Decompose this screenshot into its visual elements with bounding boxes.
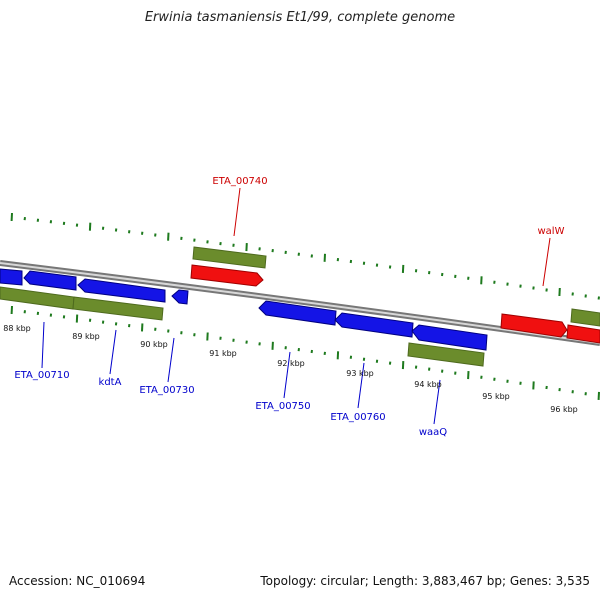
gene-label[interactable]: walW [538, 226, 565, 237]
cds-feature[interactable] [0, 286, 75, 310]
leader-line [433, 379, 441, 425]
gene-walw[interactable] [500, 313, 568, 338]
gene-label[interactable]: waaQ [419, 427, 447, 438]
gene-eta-00740[interactable] [190, 264, 264, 287]
scale-tick-label: 94 kbp [414, 380, 442, 389]
gene-eta-00730[interactable] [171, 289, 189, 305]
scale-tick-label: 95 kbp [482, 392, 510, 401]
leader-line [357, 362, 365, 409]
gene-label[interactable]: ETA_00760 [330, 412, 385, 423]
scale-tick-label: 91 kbp [209, 349, 237, 358]
leader-line [41, 321, 45, 369]
leader-line [233, 187, 241, 237]
gene-label[interactable]: ETA_00730 [139, 385, 194, 396]
scale-tick-label: 90 kbp [140, 340, 168, 349]
cds-feature[interactable] [570, 308, 600, 327]
inner-tick-track [10, 305, 600, 400]
gene-eta-00750[interactable] [258, 300, 337, 326]
gene-waaq[interactable] [411, 324, 488, 351]
outer-tick-track [10, 212, 600, 300]
gene-label[interactable]: ETA_00750 [255, 401, 310, 412]
cds-feature[interactable] [192, 246, 267, 269]
gene-label[interactable]: ETA_00710 [14, 370, 69, 381]
gene-eta-00710[interactable] [23, 270, 77, 291]
gene-forward-right[interactable] [566, 324, 600, 344]
genome-backbone [0, 260, 600, 346]
cds-feature[interactable] [407, 342, 485, 367]
genome-summary-text: Topology: circular; Length: 3,883,467 bp… [260, 574, 590, 588]
scale-tick-label: 89 kbp [72, 332, 100, 341]
scale-tick-label: 92 kbp [277, 359, 305, 368]
map-title: Erwinia tasmaniensis Et1/99, complete ge… [144, 10, 456, 25]
leader-line [283, 351, 291, 399]
cds-feature[interactable] [72, 296, 164, 321]
scale-tick-label: 93 kbp [346, 369, 374, 378]
scale-tick-label: 96 kbp [550, 405, 578, 414]
gene-reverse-left[interactable] [0, 268, 23, 286]
leader-line [542, 237, 551, 287]
leader-line [167, 337, 175, 383]
accession-text: Accession: NC_010694 [9, 574, 146, 588]
scale-tick-label: 88 kbp [3, 324, 31, 333]
gene-label[interactable]: kdtA [99, 377, 122, 388]
gene-label[interactable]: ETA_00740 [212, 176, 267, 187]
leader-line [109, 329, 117, 375]
gene-kdta[interactable] [77, 278, 166, 303]
